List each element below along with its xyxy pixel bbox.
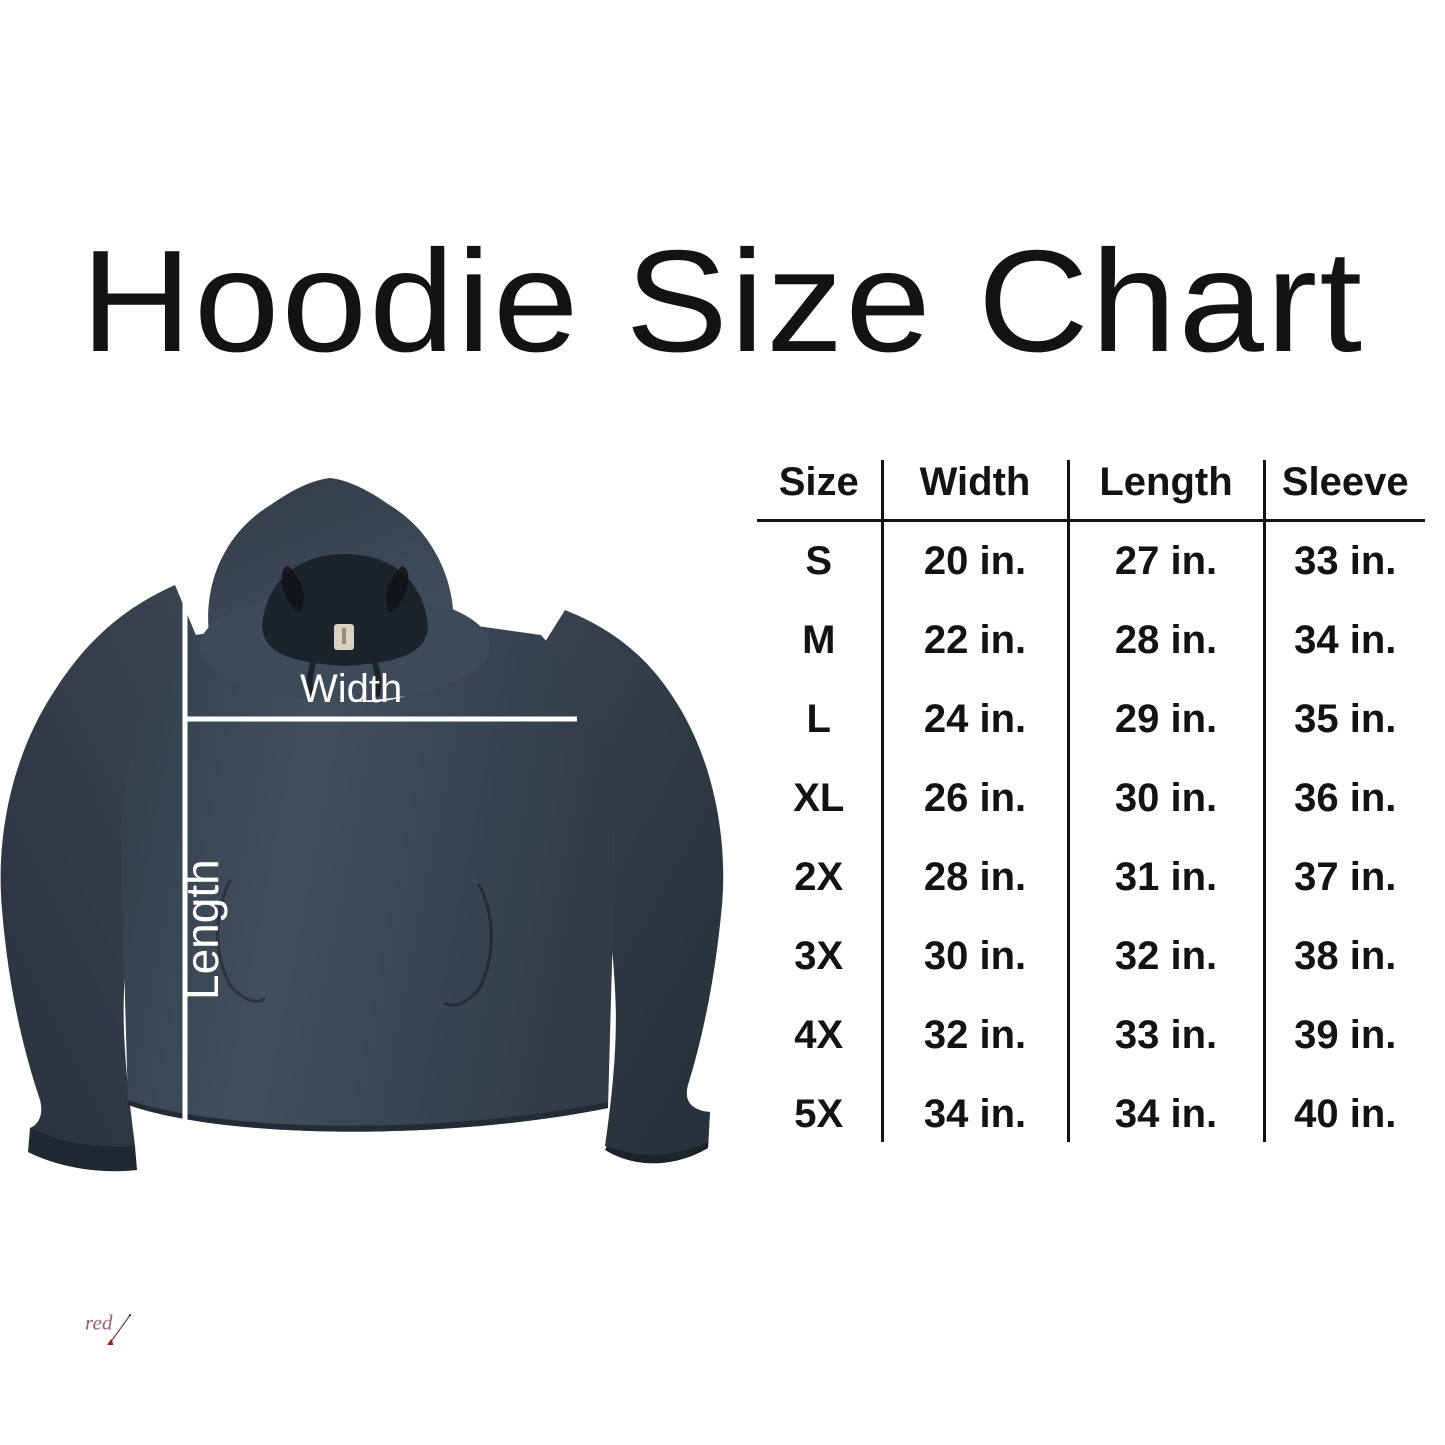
svg-text:Length: Length bbox=[176, 859, 228, 1000]
svg-text:Width: Width bbox=[300, 667, 402, 711]
svg-text:red: red bbox=[85, 1311, 113, 1335]
